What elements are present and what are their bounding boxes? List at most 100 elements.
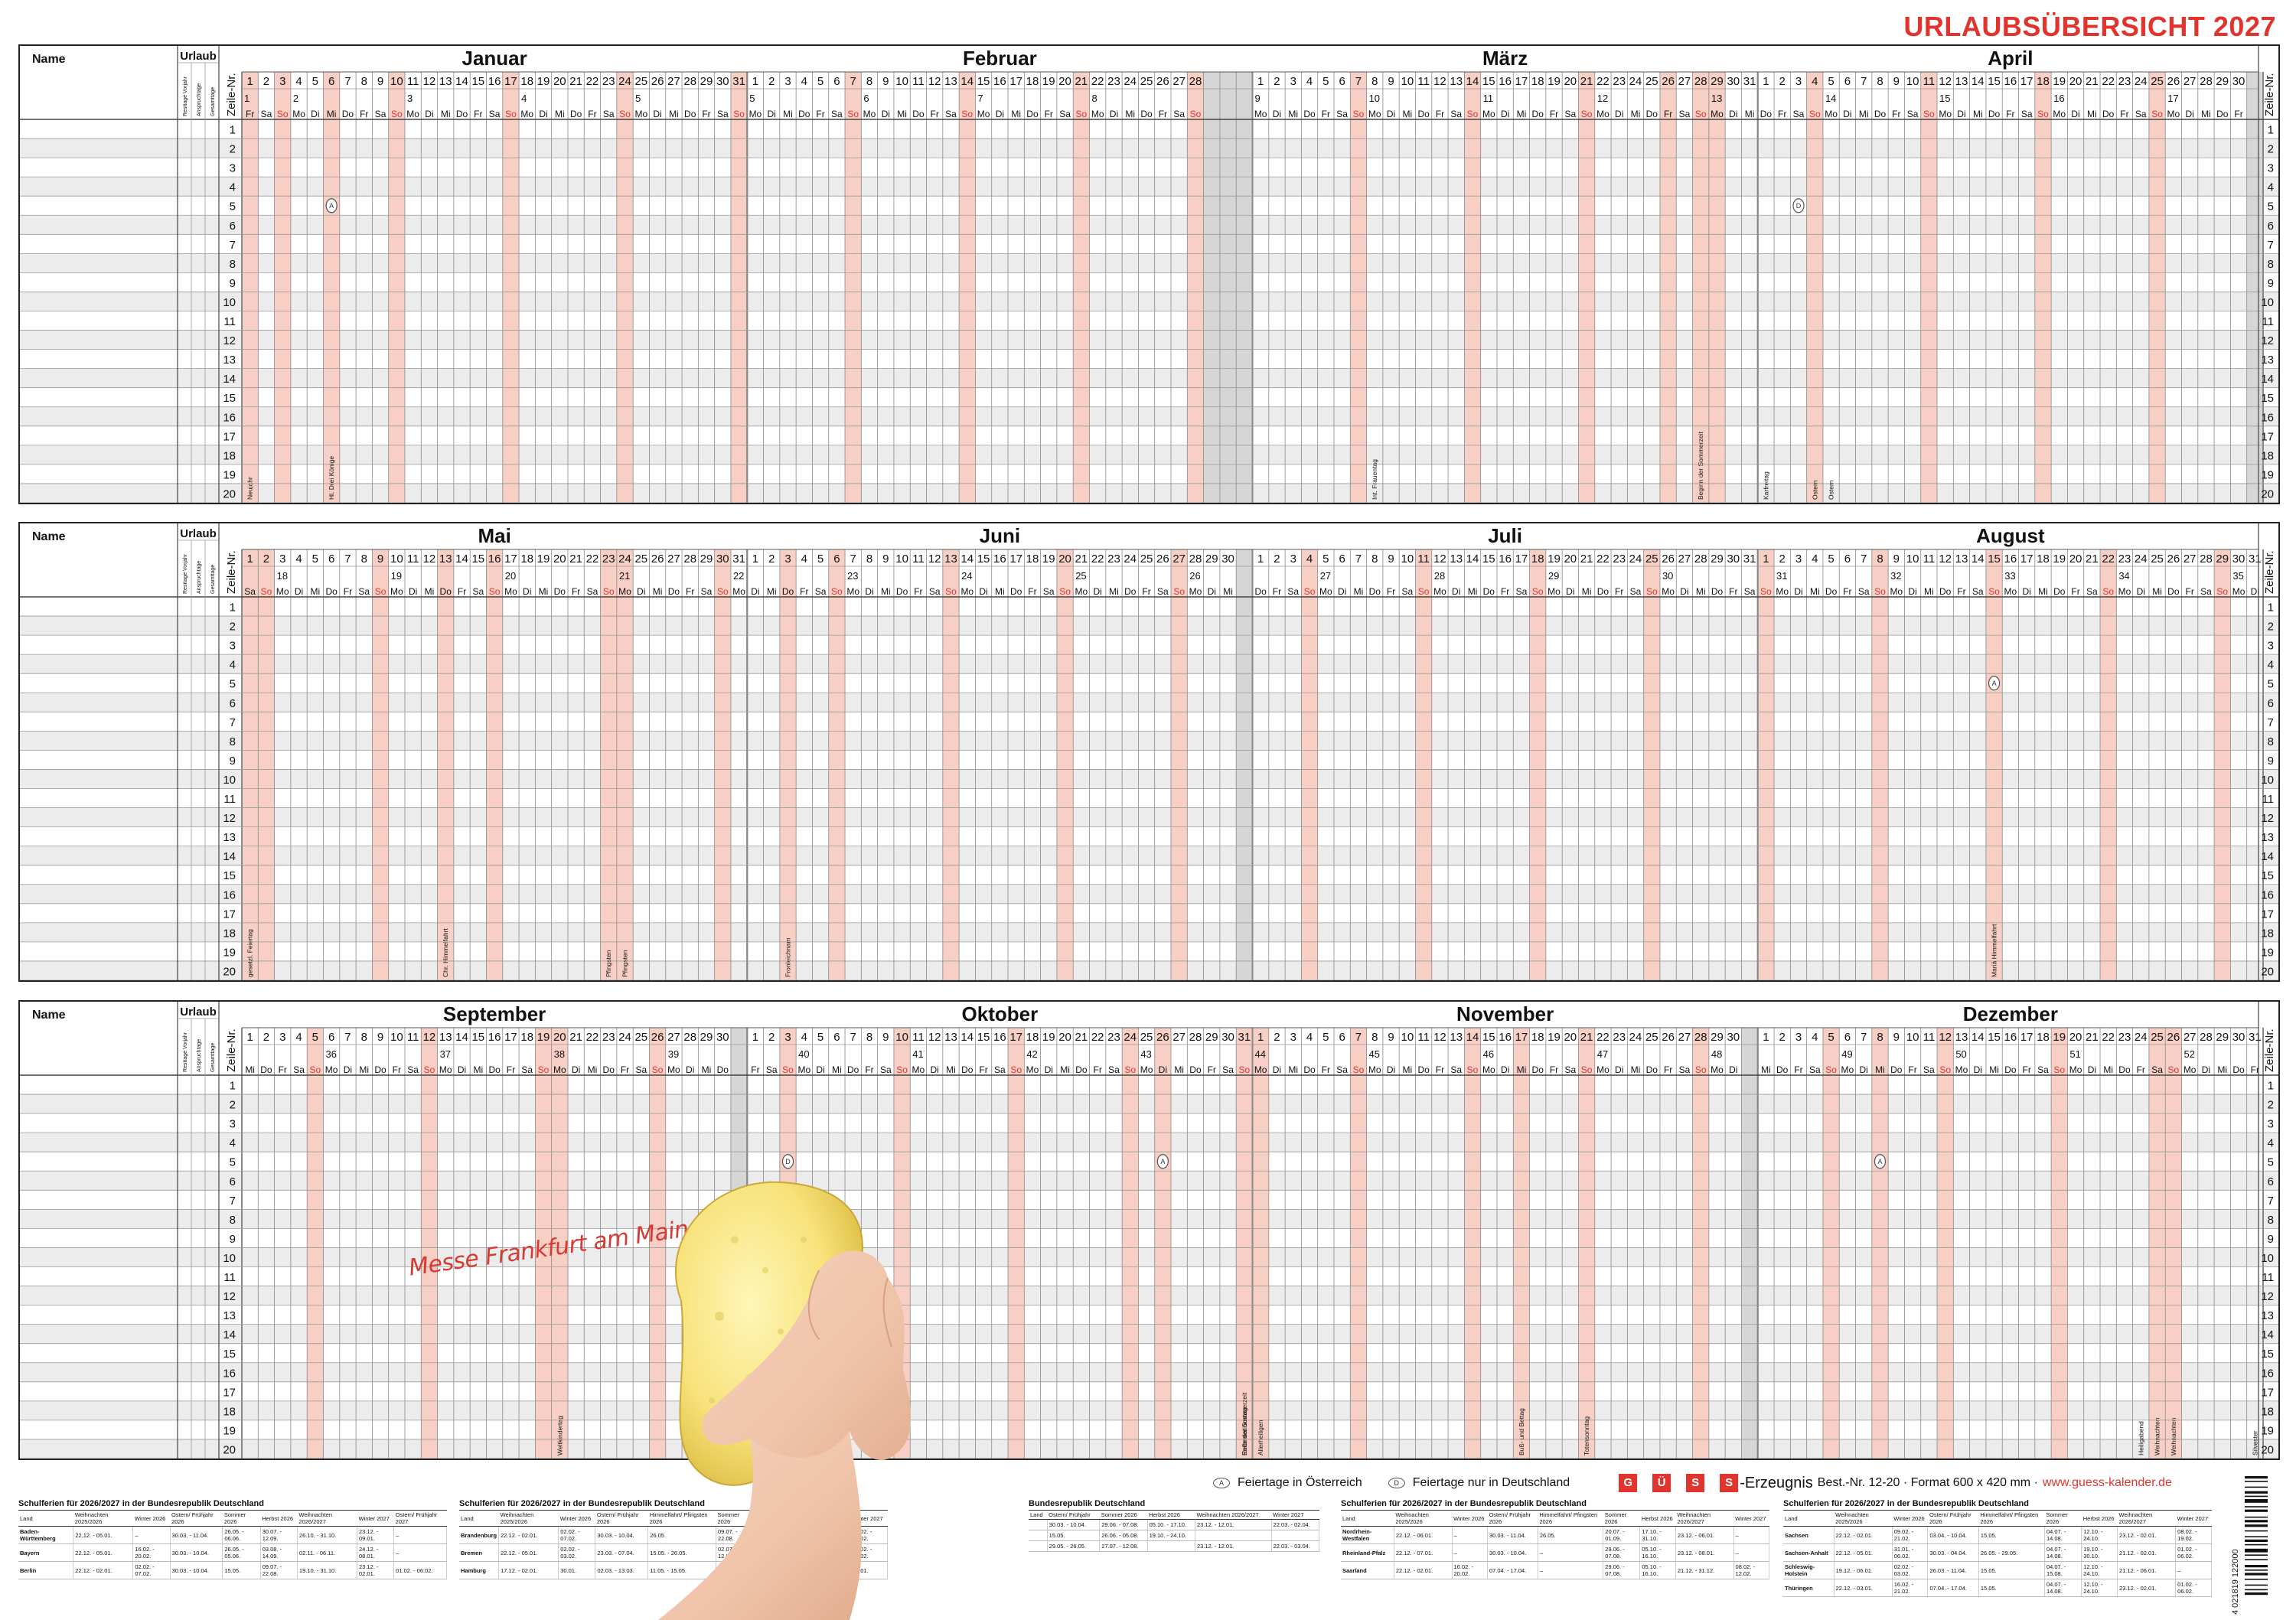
table-row: Bayern 22.12. - 05.01. 16.02. - 20.02. 30.0… (18, 1543, 447, 1562)
day-number: 19 (2053, 552, 2066, 566)
urlaub-header: Urlaub (180, 527, 217, 540)
day-number: 4 (1306, 1031, 1313, 1044)
row-number-right: 16 (2261, 888, 2274, 901)
row-number-right: 17 (2261, 430, 2274, 443)
day-number: 1 (1763, 75, 1769, 88)
weekday-label: Fr (865, 1064, 873, 1075)
weekday-label: Mo (1140, 1064, 1153, 1075)
day-number: 5 (312, 1031, 318, 1044)
table-cell: 02.03. - 13.03. (595, 1561, 649, 1579)
day-number: 14 (960, 552, 974, 566)
weekday-label: Mi (1761, 1064, 1771, 1075)
day-number: 12 (1433, 75, 1446, 88)
row-stripe (20, 960, 2278, 980)
day-number: 3 (1290, 75, 1296, 88)
day-number: 16 (2004, 75, 2017, 88)
day-number: 4 (295, 1031, 302, 1044)
weekday-label: Mo (618, 586, 631, 597)
table-cell: 30.03. - 11.04. (1487, 1526, 1538, 1544)
table-header-cell: Ostern/ Frühjahr 2027 (393, 1510, 447, 1527)
barcode-bar (2245, 1589, 2268, 1591)
weekday-label: Fr (1208, 1064, 1216, 1075)
day-number: 8 (1877, 1031, 1883, 1044)
weekday-label: So (1695, 1064, 1707, 1075)
zeile-header-right: Zeile-Nr. (2263, 1028, 2276, 1072)
weekday-label: Fr (1664, 109, 1672, 119)
website-link[interactable]: www.guess-kalender.de (2042, 1476, 2172, 1489)
day-number: 16 (2004, 552, 2017, 566)
sunday-column (2100, 549, 2117, 980)
weekday-label: Mi (1631, 1064, 1641, 1075)
week-number: 35 (2232, 570, 2243, 582)
day-number: 4 (801, 75, 807, 88)
table-header-cell: Herbst 2026 (1147, 1510, 1195, 1520)
weekday-label: Mo (1548, 586, 1561, 597)
table-header-cell: Sommer 2026 (2044, 1510, 2082, 1527)
table-cell: 23.12. - 08.01. (1675, 1543, 1734, 1562)
weekday-label: Di (2088, 1064, 2096, 1075)
weekday-label: Di (2071, 109, 2079, 119)
table-cell: 22.12. - 05.01. (1834, 1543, 1893, 1562)
table-cell: 15.05. (1978, 1526, 2045, 1544)
row-number: 11 (223, 1271, 236, 1284)
weekday-label: Fr (1908, 1064, 1916, 1075)
weekday-label: Mi (588, 1064, 598, 1075)
weekday-label: Do (2167, 586, 2180, 597)
table-header-cell: Winter 2027 (1733, 1510, 1769, 1527)
holiday-note: Silvester (2251, 1430, 2258, 1455)
table-cell: 19.10. - 30.10. (2081, 1543, 2118, 1562)
weekday-label: Do (1010, 586, 1022, 597)
week-number: 26 (1189, 570, 1200, 582)
weekday-label: Do (325, 586, 338, 597)
day-number: 16 (1499, 1031, 1512, 1044)
weekday-label: Fr (2120, 109, 2128, 119)
logo-letter-s1: S (1686, 1474, 1705, 1492)
weekday-label: Sa (1744, 586, 1756, 597)
day-number: 17 (1515, 75, 1528, 88)
weekday-label: Sa (1450, 1064, 1462, 1075)
table-cell (1029, 1540, 1048, 1552)
weekday-label: Di (653, 109, 661, 119)
row-number: 3 (230, 1118, 236, 1131)
weekday-label: Mi (1875, 1064, 1885, 1075)
month-name: April (1988, 47, 2033, 70)
barcode-digits: 4 021819 122000 (2231, 1549, 2240, 1615)
school-holiday-table: Schulferien für 2026/2027 in der Bundesr… (1783, 1499, 2212, 1597)
table-header-cell: Land (459, 1510, 499, 1527)
table-cell: – (1452, 1543, 1488, 1562)
day-number: 6 (328, 552, 334, 566)
weekday-label: Do (1874, 109, 1887, 119)
day-number: 25 (2151, 1031, 2164, 1044)
day-number: 18 (1026, 75, 1039, 88)
weekday-label: Mi (897, 109, 907, 119)
day-number: 30 (2232, 75, 2245, 88)
weekday-label: So (1939, 1064, 1951, 1075)
weekday-label: Mo (276, 586, 289, 597)
weekday-label: Fr (1273, 586, 1281, 597)
table-cell: 03.08. - 14.09. (260, 1543, 298, 1562)
order-number: Best.-Nr. 12-20 · Format 600 x 420 mm · (1817, 1476, 2038, 1489)
row-number-right: 6 (2268, 1175, 2274, 1188)
row-number-right: 7 (2268, 1195, 2274, 1208)
day-number: 18 (1026, 552, 1039, 566)
weekday-label: Mo (1711, 1064, 1724, 1075)
table-row: 30.03. - 10.04. 29.06. - 07.08. 05.10. - 1… (1029, 1519, 1320, 1530)
table-header-cell: Winter 2027 (1271, 1510, 1319, 1520)
table-cell: 30.03. - 10.04. (170, 1543, 223, 1562)
day-number: 16 (993, 552, 1006, 566)
weekday-label: Fr (1664, 1064, 1672, 1075)
week-number: 11 (1483, 93, 1494, 104)
holiday-note: Weltkindertag (556, 1416, 563, 1455)
day-number: 8 (1371, 75, 1378, 88)
weekday-label: Di (979, 586, 987, 597)
day-number: 1 (752, 552, 758, 566)
day-number: 29 (2216, 552, 2229, 566)
day-number: 8 (1371, 1031, 1378, 1044)
day-number: 31 (732, 75, 745, 88)
week-number: 36 (325, 1048, 336, 1060)
weekday-label: Mi (555, 109, 565, 119)
sunday-column (1187, 72, 1204, 503)
day-number: 7 (850, 552, 856, 566)
weekday-label: Mi (1223, 586, 1233, 597)
weekday-label: So (733, 109, 745, 119)
